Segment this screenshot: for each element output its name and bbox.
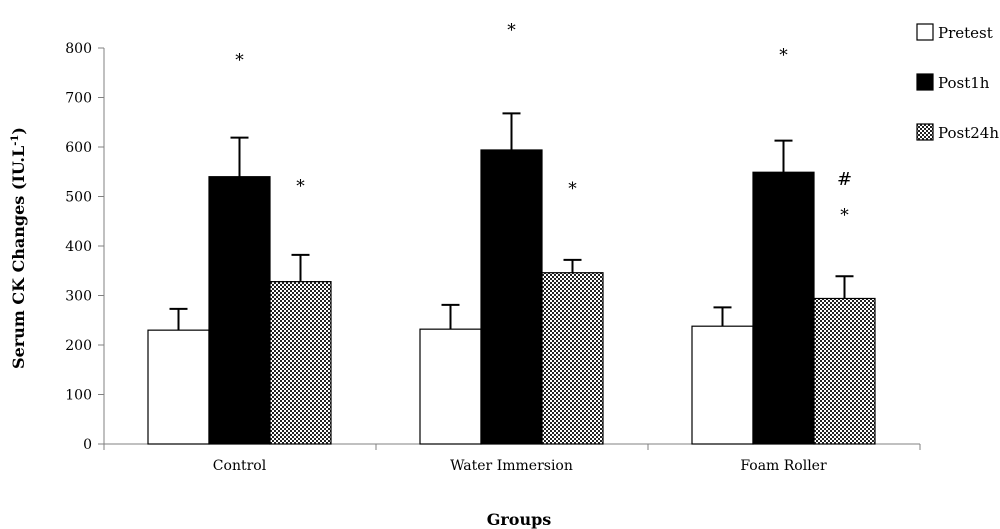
y-tick-label: 700 [65, 91, 92, 107]
bar-checker [269, 281, 332, 445]
asterisk-marker: * [779, 45, 788, 65]
y-tick-label: 500 [65, 190, 92, 206]
legend-label: Post24h [938, 124, 999, 142]
asterisk-marker: * [235, 50, 244, 70]
x-axis-title: Groups [487, 510, 552, 529]
legend-swatch-black [916, 73, 934, 91]
bar-checker [541, 272, 604, 445]
y-tick-label: 400 [65, 239, 92, 255]
bar-white [419, 328, 482, 445]
error-bars [169, 112, 854, 331]
bar-black [480, 149, 543, 445]
bar-black [752, 171, 815, 445]
legend: Pretest Post1h Post24h [916, 23, 999, 142]
legend-label: Post1h [938, 74, 990, 92]
annotations: * * * * * # * [235, 21, 852, 226]
bars [147, 149, 876, 445]
y-tick-label: 200 [65, 338, 92, 354]
bar-white [147, 329, 210, 445]
y-tick-label: 300 [65, 289, 92, 305]
bar-checker [813, 297, 876, 445]
axes: 0 100 200 300 400 500 600 700 800 Control Water Im… [65, 41, 921, 474]
x-tick-label: Control [213, 458, 267, 474]
x-tick-label: Foam Roller [740, 458, 827, 474]
bar-black [208, 176, 271, 445]
legend-swatch-checker [916, 123, 934, 141]
y-tick-label: 600 [65, 140, 92, 156]
asterisk-marker: * [568, 179, 577, 199]
asterisk-marker: * [296, 177, 305, 197]
asterisk-marker: * [507, 21, 516, 41]
legend-swatch-white [916, 23, 934, 41]
y-axis-title: Serum CK Changes (IU.L-1) [9, 127, 28, 369]
asterisk-marker: * [840, 205, 849, 225]
legend-label: Pretest [938, 24, 993, 42]
x-tick-label: Water Immersion [450, 458, 573, 474]
y-tick-label: 0 [83, 437, 92, 453]
y-tick-label: 800 [65, 41, 92, 57]
y-tick-label: 100 [65, 388, 92, 404]
hash-marker: # [837, 169, 852, 190]
bar-white [691, 325, 754, 445]
